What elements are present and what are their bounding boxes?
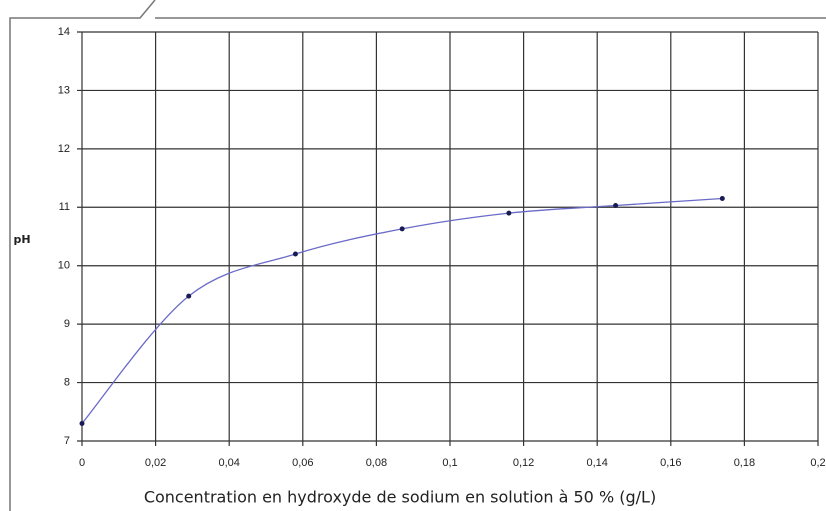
y-axis-label: pH — [13, 233, 30, 246]
x-tick-label: 0,08 — [366, 457, 387, 469]
y-tick-label: 11 — [59, 201, 70, 213]
x-axis-label: Concentration en hydroxyde de sodium en … — [144, 488, 656, 507]
y-tick-label: 12 — [58, 143, 70, 155]
y-tick-label: 7 — [64, 435, 70, 447]
data-point — [719, 196, 725, 202]
frame — [9, 0, 826, 511]
x-tick-label: 0,1 — [442, 457, 457, 469]
y-tick-label: 9 — [64, 318, 70, 330]
x-tick-label: 0,02 — [145, 457, 166, 469]
x-tick-label: 0,2 — [810, 457, 825, 469]
data-point — [186, 293, 192, 299]
x-tick-label: 0,04 — [218, 457, 239, 469]
series-line — [81, 197, 723, 424]
data-point — [506, 210, 512, 216]
y-tick-label: 8 — [64, 376, 70, 388]
x-tick-label: 0,06 — [292, 457, 313, 469]
y-tick-label: 14 — [58, 26, 70, 38]
data-point — [613, 203, 619, 209]
y-tick-label: 13 — [58, 84, 70, 96]
x-tick-label: 0,14 — [586, 457, 607, 469]
data-point — [79, 420, 85, 426]
x-tick-label: 0,16 — [660, 457, 681, 469]
y-tick-label: 10 — [58, 260, 70, 272]
x-tick-label: 0,12 — [513, 457, 534, 469]
data-point — [292, 251, 298, 257]
x-tick-label: 0,18 — [734, 457, 755, 469]
x-tick-label: 0 — [79, 457, 85, 469]
data-point — [399, 226, 405, 232]
